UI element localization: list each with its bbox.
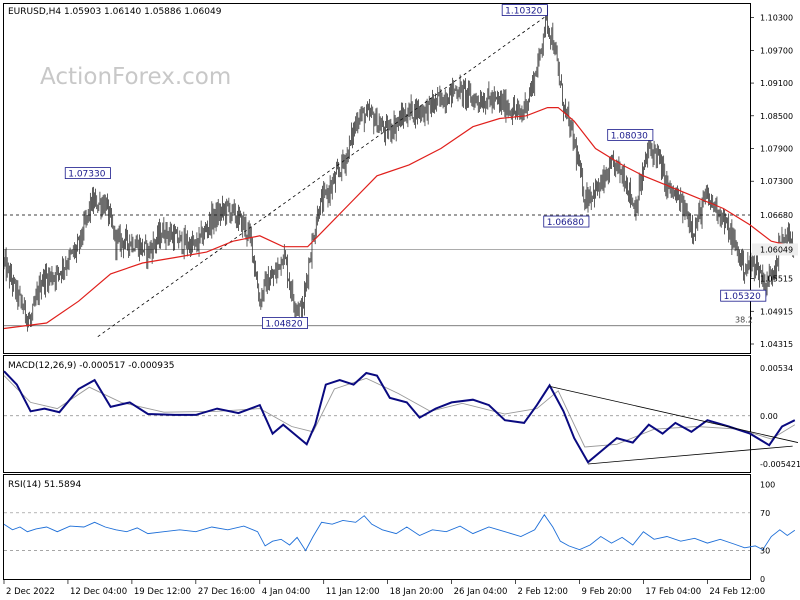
moving-average-line xyxy=(3,106,795,330)
macd-axis-label: 0.00 xyxy=(760,412,778,421)
time-axis-label: 24 Feb 12:00 xyxy=(709,587,765,597)
price-annotation: 1.10320 xyxy=(501,4,548,17)
time-axis-label: 17 Feb 04:00 xyxy=(645,587,701,597)
rsi-layer xyxy=(3,512,796,552)
price-axis-label: 1.06680 xyxy=(760,211,793,220)
time-axis-label: 12 Dec 04:00 xyxy=(70,587,127,597)
macd-triangle-line xyxy=(549,385,799,443)
price-panel-frame xyxy=(3,3,751,354)
rsi-line xyxy=(3,513,796,552)
macd-panel-title: MACD(12,26,9) -0.000517 -0.000935 xyxy=(8,361,174,371)
price-tag-bg xyxy=(752,243,798,256)
trend-line xyxy=(97,16,546,337)
rsi-axis-label: 100 xyxy=(760,480,775,489)
time-axis-label: 11 Jan 12:00 xyxy=(326,587,380,597)
annotation-label: 1.10320 xyxy=(505,7,542,17)
time-axis-label: 18 Jan 20:00 xyxy=(390,587,444,597)
price-axis-label: 1.08500 xyxy=(760,112,793,121)
price-annotation: 1.04820 xyxy=(261,317,308,329)
price-axis-label: 1.04315 xyxy=(760,340,793,349)
price-axis-label: 1.07300 xyxy=(760,177,793,186)
price-axis-label: 1.06049 xyxy=(760,245,793,254)
price-axis-label: 1.05515 xyxy=(760,275,793,284)
macd-panel-frame xyxy=(3,355,751,473)
rsi-axis-label: 0 xyxy=(760,575,765,584)
price-layer: 38.2 1.07330 1.04820 1.10320 1.06680 1.08030 1… xyxy=(3,4,795,337)
fib-label: 38.2 xyxy=(735,316,753,325)
annotation-box xyxy=(543,215,590,228)
price-panel-title: EURUSD,H4 1.05903 1.06140 1.05886 1.0604… xyxy=(8,7,222,17)
price-axis-label: 1.07900 xyxy=(760,145,793,154)
annotation-label: 1.07330 xyxy=(68,170,105,180)
time-axis-label: 4 Jan 04:00 xyxy=(262,587,310,597)
time-axis-label: 26 Jan 04:00 xyxy=(454,587,508,597)
time-axis-label: 2 Dec 2022 xyxy=(6,587,55,597)
annotation-label: 1.04820 xyxy=(265,319,302,329)
macd-triangle-line xyxy=(587,445,793,465)
annotation-box xyxy=(501,4,548,16)
macd-axis-label: -0.005421 xyxy=(760,460,800,469)
macd-line xyxy=(3,370,796,464)
price-axis-label: 1.09100 xyxy=(760,79,793,88)
time-axis-label: 9 Feb 20:00 xyxy=(581,587,631,597)
annotation-label: 1.08030 xyxy=(611,131,648,141)
time-axis-label: 27 Dec 16:00 xyxy=(198,587,255,597)
annotation-box xyxy=(720,289,767,302)
price-tag-bg xyxy=(752,209,798,222)
time-axis-label: 2 Feb 12:00 xyxy=(518,587,568,597)
rsi-axis-label: 30 xyxy=(760,547,770,556)
price-axis-label: 1.04915 xyxy=(760,307,793,316)
price-annotation: 1.08030 xyxy=(607,129,654,141)
annotation-label: 1.06680 xyxy=(547,218,584,228)
annotation-box xyxy=(261,317,308,329)
annotation-box xyxy=(64,167,111,179)
annotation-label: 1.05320 xyxy=(724,292,761,302)
annotation-box xyxy=(607,129,654,141)
price-axis-label: 1.10300 xyxy=(760,14,793,23)
watermark: ActionForex.com xyxy=(40,64,231,90)
time-axis-label: 19 Dec 12:00 xyxy=(134,587,191,597)
rsi-axis-label: 70 xyxy=(760,509,770,518)
price-axis-label: 1.09700 xyxy=(760,46,793,55)
axis-layer: 1.10300 1.09700 1.09100 1.08500 1.07900 1.073… xyxy=(3,14,800,597)
macd-axis-label: 0.00534 xyxy=(760,364,793,373)
macd-layer xyxy=(3,370,799,465)
price-annotation: 1.06680 xyxy=(543,215,590,228)
price-annotation: 1.05320 xyxy=(720,289,767,302)
price-annotation: 1.07330 xyxy=(64,167,111,180)
ohlc-bars xyxy=(3,5,795,332)
rsi-panel-title: RSI(14) 51.5894 xyxy=(8,480,81,490)
